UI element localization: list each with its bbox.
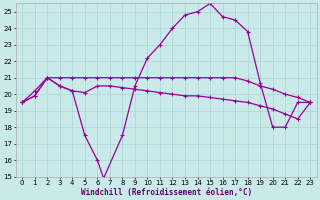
- X-axis label: Windchill (Refroidissement éolien,°C): Windchill (Refroidissement éolien,°C): [81, 188, 252, 197]
